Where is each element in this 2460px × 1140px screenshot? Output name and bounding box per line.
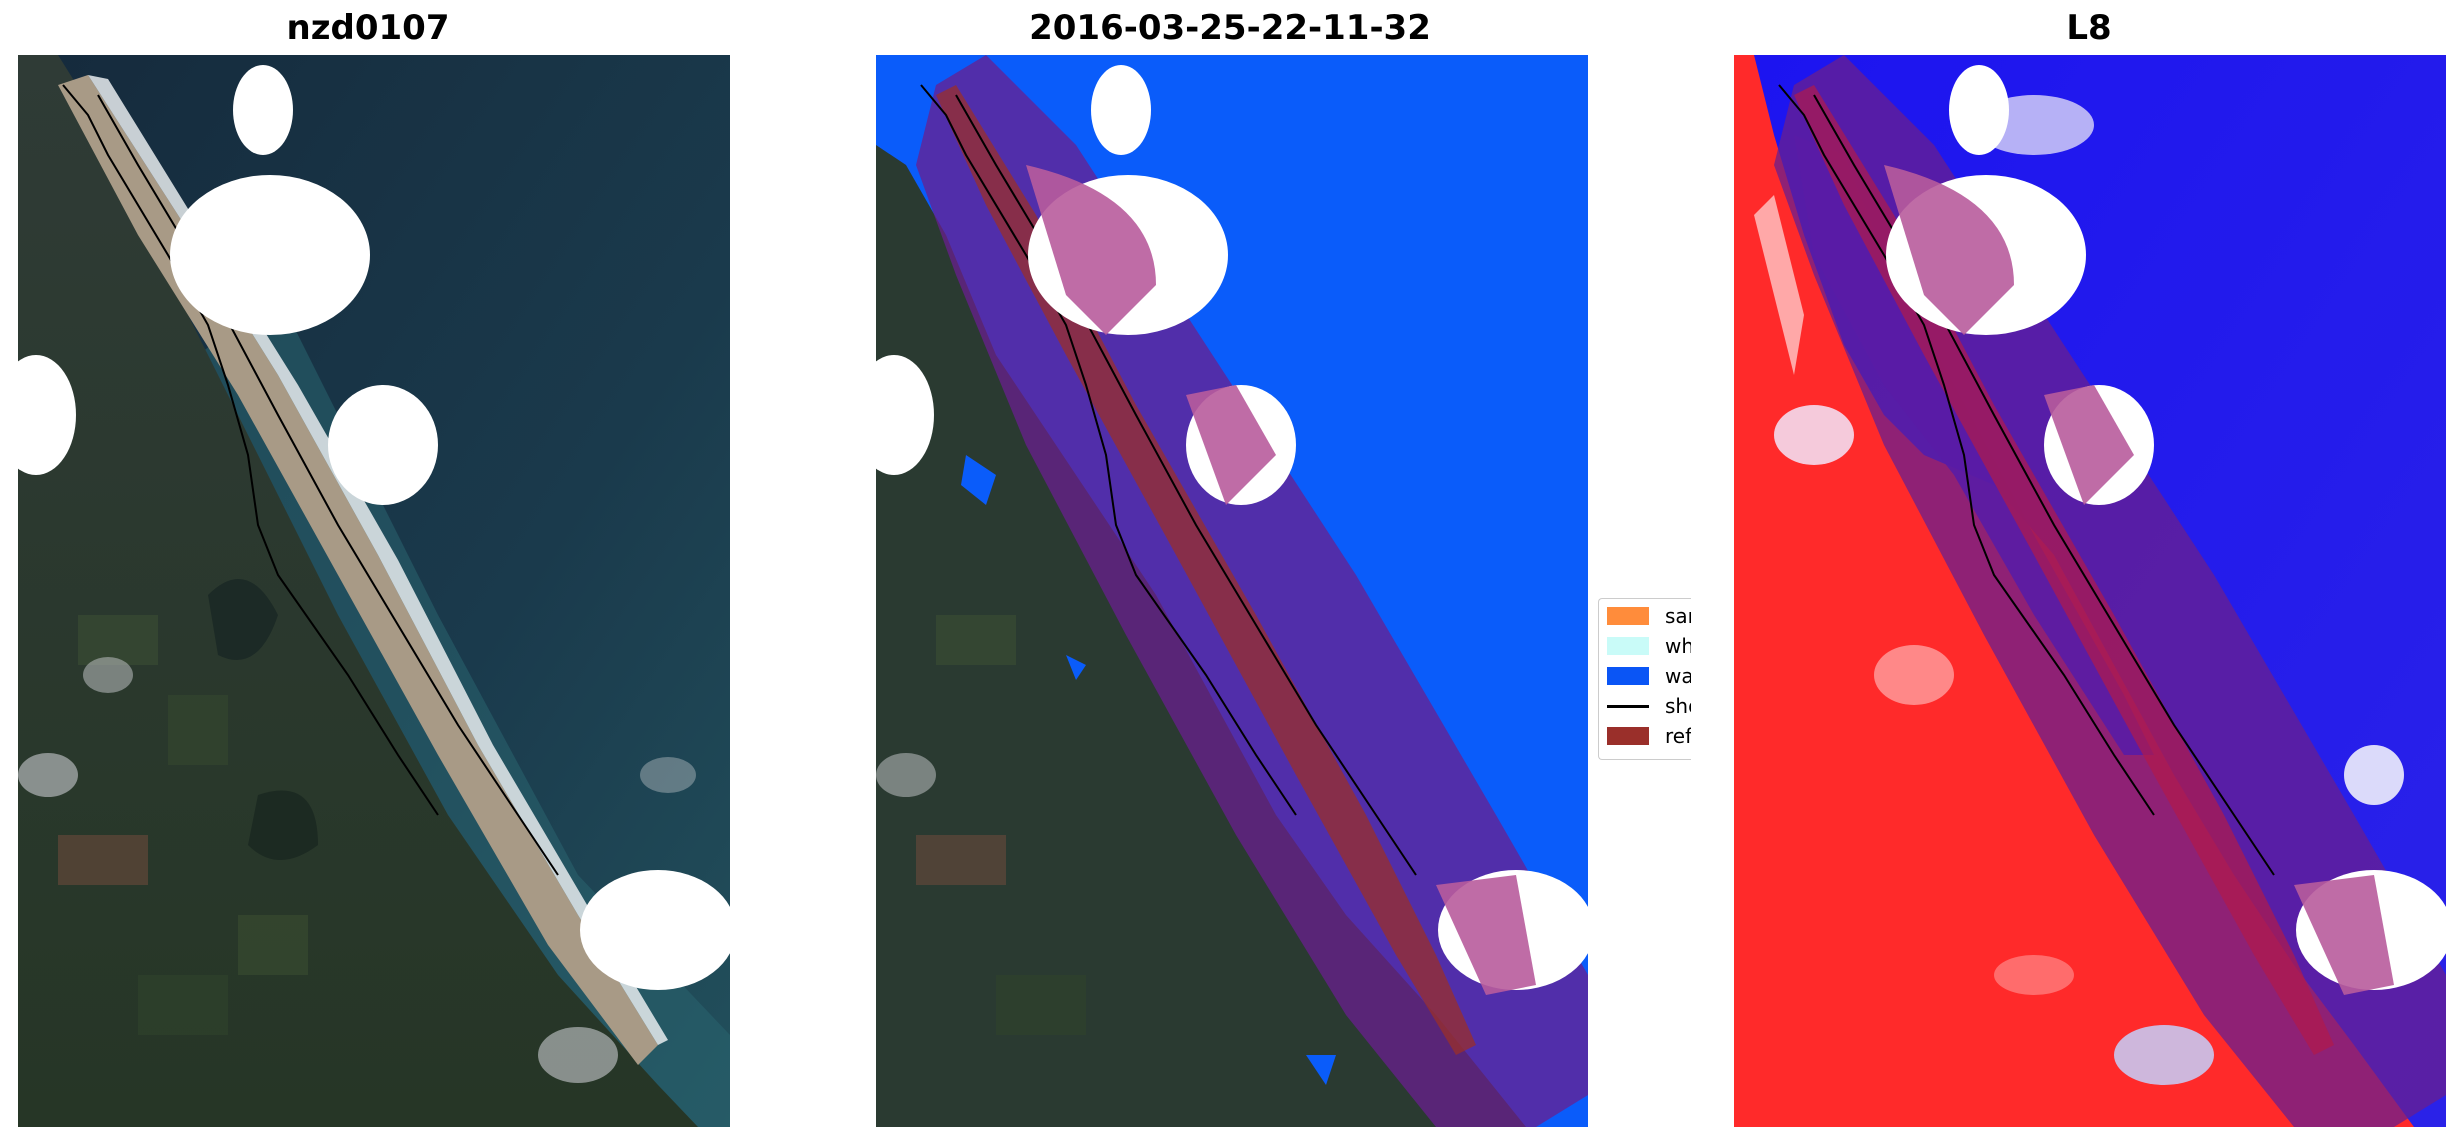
legend-item-whitewater: whitew bbox=[1607, 633, 1691, 659]
panel-title-rgb: nzd0107 bbox=[286, 8, 450, 48]
panel-title-index: L8 bbox=[2066, 8, 2112, 48]
legend-line-shoreline bbox=[1607, 704, 1649, 708]
legend-item-water: water bbox=[1607, 663, 1691, 689]
classified-map bbox=[876, 55, 1588, 1127]
legend-item-reference: referen bbox=[1607, 723, 1691, 749]
legend-swatch-whitewater bbox=[1607, 637, 1649, 655]
legend-swatch-reference bbox=[1607, 727, 1649, 745]
legend-label-reference: referen bbox=[1665, 724, 1691, 748]
legend-swatch-water bbox=[1607, 667, 1649, 685]
legend: sand whitew water shoreli referen bbox=[1598, 598, 1691, 760]
legend-item-shoreline: shoreli bbox=[1607, 693, 1691, 719]
legend-swatch-sand bbox=[1607, 607, 1649, 625]
legend-label-shoreline: shoreli bbox=[1665, 694, 1691, 718]
panel-title-classified: 2016-03-25-22-11-32 bbox=[1029, 8, 1431, 48]
legend-label-whitewater: whitew bbox=[1665, 634, 1691, 658]
legend-label-water: water bbox=[1665, 664, 1691, 688]
rgb-satellite-image bbox=[18, 55, 730, 1127]
legend-item-sand: sand bbox=[1607, 603, 1691, 629]
legend-label-sand: sand bbox=[1665, 604, 1691, 628]
index-image bbox=[1734, 55, 2446, 1127]
